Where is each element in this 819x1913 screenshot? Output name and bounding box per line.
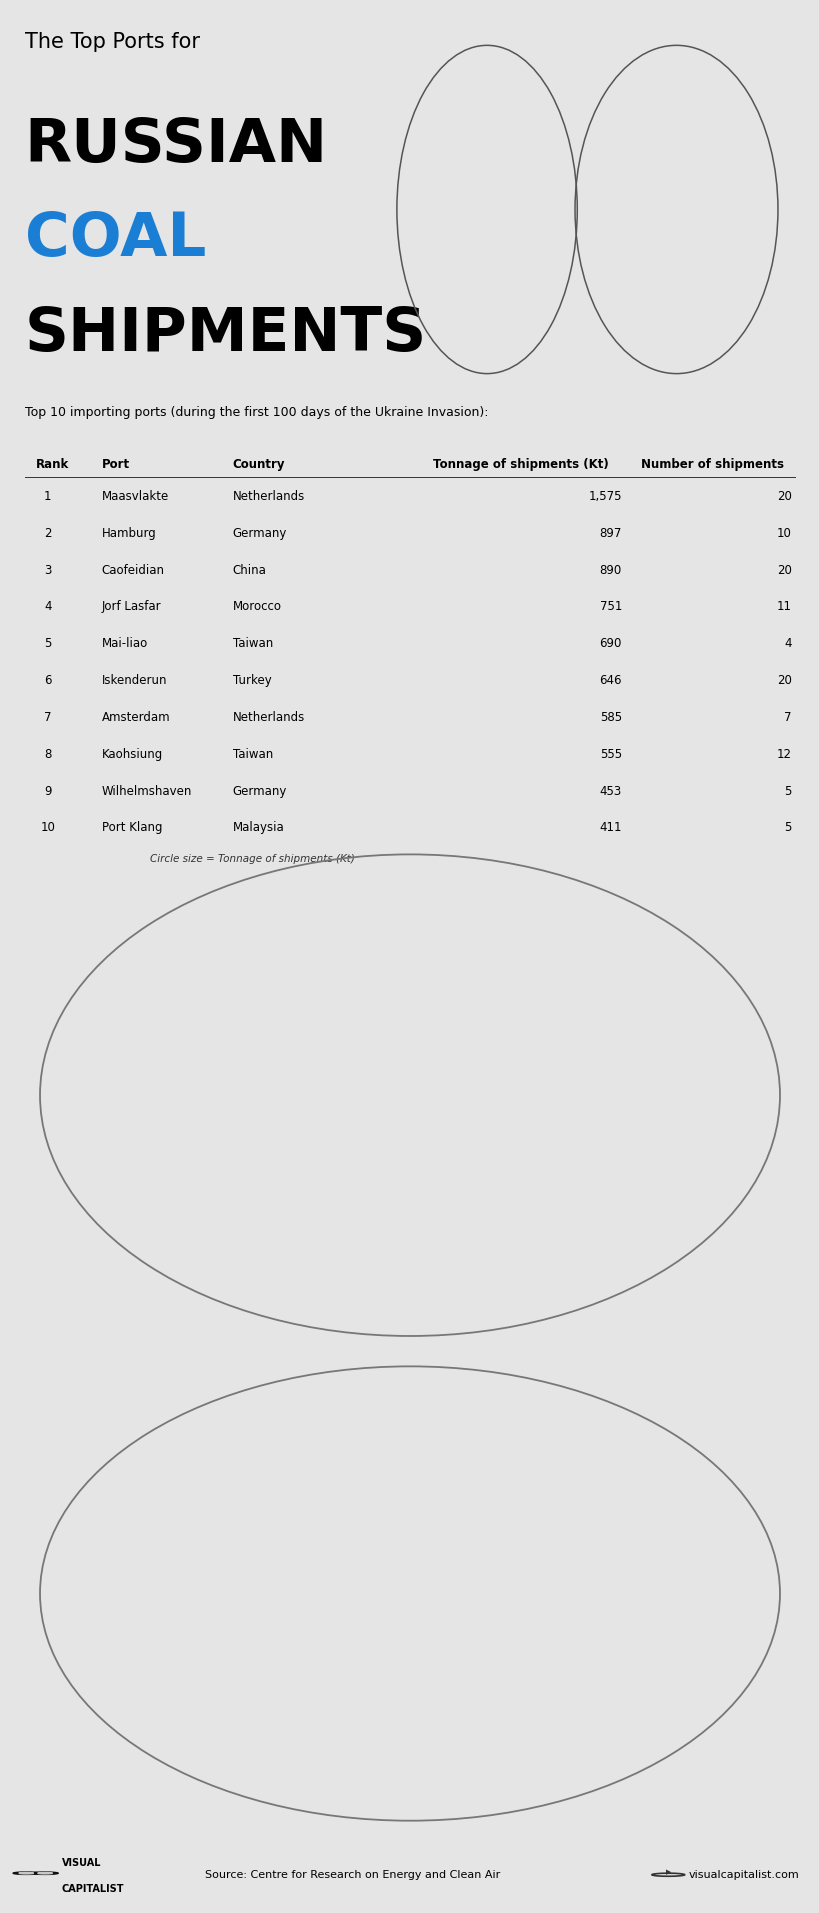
Circle shape — [32, 1873, 58, 1875]
Text: 5: 5 — [783, 821, 790, 834]
Circle shape — [13, 1873, 39, 1875]
Text: 9: 9 — [44, 784, 52, 798]
Text: 7: 7 — [783, 712, 790, 723]
Text: 4: 4 — [44, 601, 52, 614]
Text: Kaohsiung: Kaohsiung — [102, 748, 163, 761]
Text: Rank: Rank — [36, 457, 70, 471]
Text: Iskenderun: Iskenderun — [102, 673, 167, 687]
Text: Top 10 importing ports (during the first 100 days of the Ukraine Invasion):: Top 10 importing ports (during the first… — [25, 406, 487, 419]
Text: Germany: Germany — [233, 526, 287, 539]
Text: Port Klang: Port Klang — [102, 821, 162, 834]
Text: Malaysia: Malaysia — [233, 821, 284, 834]
Text: Netherlands: Netherlands — [233, 712, 305, 723]
Text: Number of shipments: Number of shipments — [640, 457, 783, 471]
Text: 10: 10 — [40, 821, 55, 834]
Text: Hamburg: Hamburg — [102, 526, 156, 539]
Text: 585: 585 — [600, 712, 622, 723]
Text: 690: 690 — [599, 637, 622, 650]
Text: 11: 11 — [776, 601, 790, 614]
Text: 5: 5 — [783, 784, 790, 798]
Text: Port: Port — [102, 457, 129, 471]
Text: 20: 20 — [776, 564, 790, 576]
Text: Caofeidian: Caofeidian — [102, 564, 165, 576]
Text: RUSSIAN: RUSSIAN — [25, 117, 328, 174]
Text: VISUAL: VISUAL — [61, 1858, 101, 1867]
Text: ▶: ▶ — [665, 1869, 670, 1875]
Text: 1,575: 1,575 — [588, 490, 622, 503]
Text: 555: 555 — [600, 748, 622, 761]
Text: The Top Ports for: The Top Ports for — [25, 33, 199, 52]
Text: Circle size = Tonnage of shipments (Kt): Circle size = Tonnage of shipments (Kt) — [150, 855, 355, 865]
Text: 751: 751 — [599, 601, 622, 614]
Text: Taiwan: Taiwan — [233, 748, 273, 761]
Text: Netherlands: Netherlands — [233, 490, 305, 503]
Text: CAPITALIST: CAPITALIST — [61, 1884, 124, 1894]
Text: 6: 6 — [44, 673, 52, 687]
Text: Germany: Germany — [233, 784, 287, 798]
Text: SHIPMENTS: SHIPMENTS — [25, 304, 427, 363]
Text: Mai-liao: Mai-liao — [102, 637, 147, 650]
Text: Morocco: Morocco — [233, 601, 282, 614]
Text: Taiwan: Taiwan — [233, 637, 273, 650]
Text: 5: 5 — [44, 637, 52, 650]
Text: Tonnage of shipments (Kt): Tonnage of shipments (Kt) — [432, 457, 609, 471]
Text: 7: 7 — [44, 712, 52, 723]
Text: 2: 2 — [44, 526, 52, 539]
Text: Turkey: Turkey — [233, 673, 271, 687]
Text: 646: 646 — [599, 673, 622, 687]
Text: 453: 453 — [599, 784, 622, 798]
Text: 8: 8 — [44, 748, 52, 761]
Text: 3: 3 — [44, 564, 52, 576]
Text: COAL: COAL — [25, 210, 206, 270]
Text: Country: Country — [233, 457, 285, 471]
Text: Maasvlakte: Maasvlakte — [102, 490, 169, 503]
Text: Source: Centre for Research on Energy and Clean Air: Source: Centre for Research on Energy an… — [205, 1869, 500, 1880]
Text: visualcapitalist.com: visualcapitalist.com — [688, 1869, 799, 1880]
Text: 1: 1 — [44, 490, 52, 503]
Text: 12: 12 — [776, 748, 790, 761]
Text: Amsterdam: Amsterdam — [102, 712, 170, 723]
Text: 411: 411 — [599, 821, 622, 834]
Text: China: China — [233, 564, 266, 576]
Text: 20: 20 — [776, 673, 790, 687]
Text: 4: 4 — [783, 637, 790, 650]
Text: 897: 897 — [599, 526, 622, 539]
Text: 20: 20 — [776, 490, 790, 503]
Text: 890: 890 — [599, 564, 622, 576]
Text: 10: 10 — [776, 526, 790, 539]
Text: Jorf Lasfar: Jorf Lasfar — [102, 601, 161, 614]
Text: Wilhelmshaven: Wilhelmshaven — [102, 784, 192, 798]
